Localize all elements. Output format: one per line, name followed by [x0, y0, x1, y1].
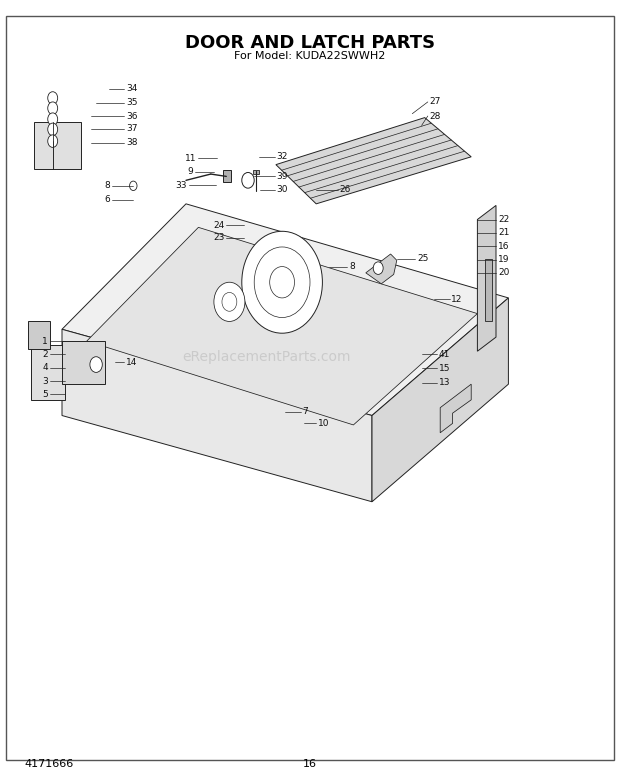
Circle shape: [48, 135, 58, 147]
Text: 6: 6: [104, 195, 110, 205]
Text: 37: 37: [126, 124, 138, 133]
Text: 20: 20: [498, 268, 509, 278]
Text: For Model: KUDA22SWWH2: For Model: KUDA22SWWH2: [234, 52, 386, 61]
Text: DOOR AND LATCH PARTS: DOOR AND LATCH PARTS: [185, 34, 435, 52]
Text: 38: 38: [126, 138, 138, 147]
Bar: [253, 170, 259, 174]
Text: 14: 14: [126, 358, 137, 367]
Text: 15: 15: [439, 364, 451, 373]
Text: 30: 30: [277, 185, 288, 194]
Bar: [28, 321, 50, 349]
Circle shape: [222, 292, 237, 311]
Text: 36: 36: [126, 111, 138, 121]
Circle shape: [270, 267, 294, 298]
Text: 24: 24: [213, 220, 224, 230]
Text: 5: 5: [42, 390, 48, 399]
Polygon shape: [62, 204, 508, 416]
Text: 16: 16: [303, 760, 317, 769]
Text: 19: 19: [498, 255, 510, 264]
Text: 23: 23: [213, 233, 224, 242]
Text: 34: 34: [126, 84, 137, 93]
Polygon shape: [62, 329, 372, 502]
Bar: [485, 259, 492, 321]
Polygon shape: [477, 205, 496, 351]
Circle shape: [242, 231, 322, 333]
Text: 12: 12: [451, 295, 463, 304]
Polygon shape: [276, 118, 471, 204]
Circle shape: [130, 181, 137, 191]
Text: 28: 28: [430, 111, 441, 121]
Circle shape: [373, 262, 383, 274]
Bar: [34, 122, 81, 169]
Text: 13: 13: [439, 378, 451, 387]
Text: 16: 16: [498, 241, 510, 251]
Circle shape: [48, 102, 58, 114]
Text: eReplacementParts.com: eReplacementParts.com: [182, 350, 351, 364]
Polygon shape: [87, 227, 477, 425]
Circle shape: [48, 113, 58, 125]
Text: 7: 7: [303, 407, 308, 416]
Text: 8: 8: [349, 262, 355, 271]
Polygon shape: [440, 384, 471, 433]
Text: 4171666: 4171666: [25, 760, 74, 769]
Circle shape: [48, 92, 58, 104]
Bar: [31, 345, 65, 400]
Text: 25: 25: [417, 254, 428, 263]
Circle shape: [90, 357, 102, 372]
Bar: [223, 170, 231, 182]
Text: 21: 21: [498, 228, 509, 238]
Text: 8: 8: [104, 181, 110, 191]
Text: 9: 9: [188, 167, 193, 176]
Circle shape: [214, 282, 245, 321]
Circle shape: [242, 172, 254, 188]
Text: 41: 41: [439, 350, 450, 359]
Circle shape: [254, 247, 310, 318]
Bar: [62, 341, 105, 384]
Text: 26: 26: [340, 185, 351, 194]
Text: 27: 27: [430, 97, 441, 107]
Text: 22: 22: [498, 215, 509, 224]
Text: 2: 2: [42, 350, 48, 359]
Text: 35: 35: [126, 98, 138, 107]
Circle shape: [48, 123, 58, 136]
Text: 39: 39: [277, 172, 288, 181]
Polygon shape: [372, 298, 508, 502]
Text: 11: 11: [185, 154, 197, 163]
Text: 4: 4: [42, 363, 48, 372]
Text: 32: 32: [277, 152, 288, 162]
Polygon shape: [366, 254, 397, 284]
Text: 10: 10: [318, 419, 330, 428]
Text: 3: 3: [42, 376, 48, 386]
Text: 33: 33: [175, 180, 187, 190]
Text: 1: 1: [42, 336, 48, 346]
